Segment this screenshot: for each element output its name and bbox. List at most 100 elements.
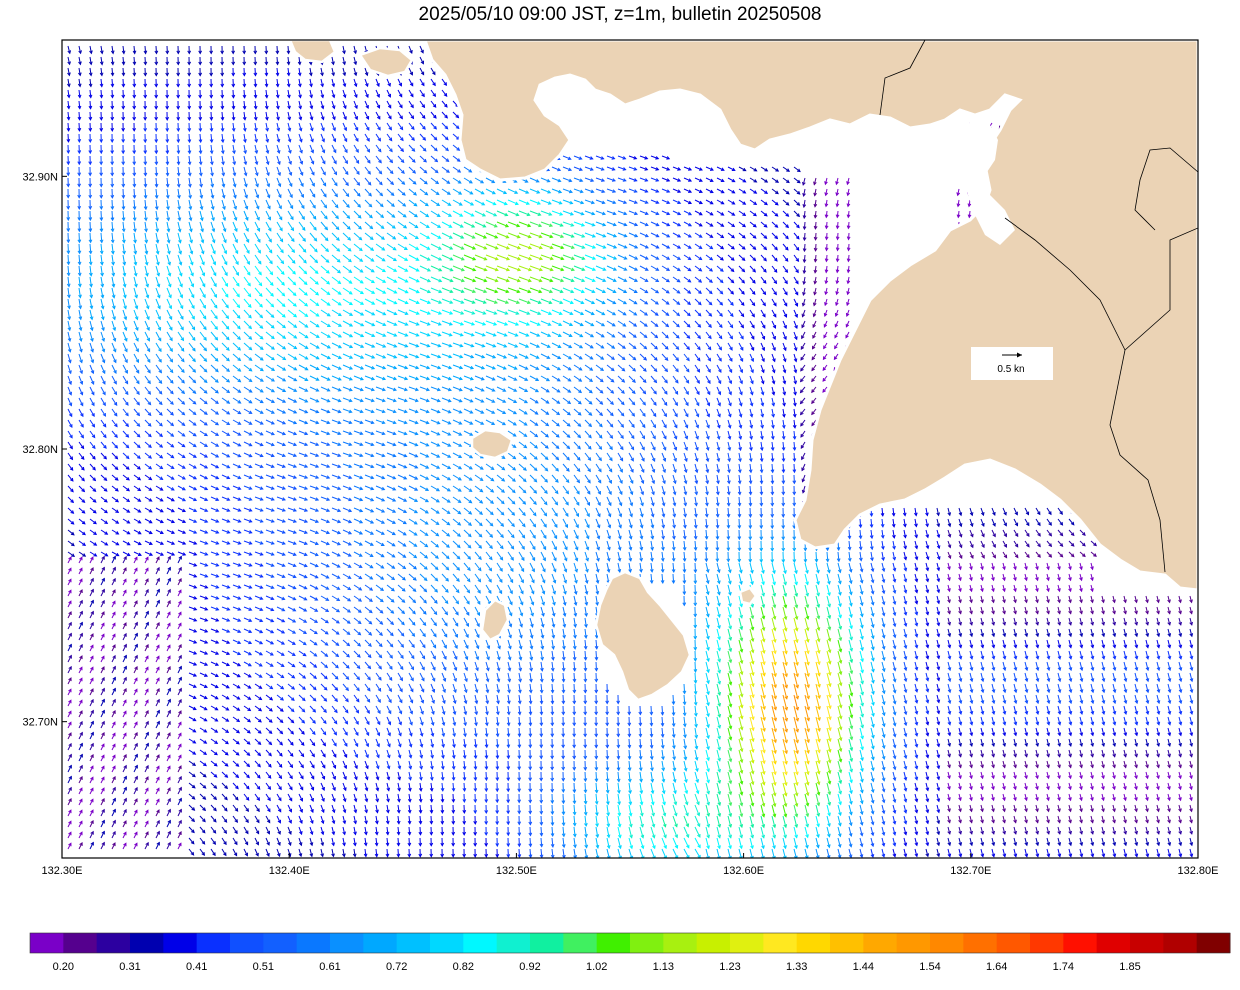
current-arrowhead xyxy=(445,158,450,163)
current-arrowhead xyxy=(297,72,302,77)
current-arrowhead xyxy=(231,105,236,110)
current-arrow xyxy=(375,177,383,185)
current-arrow xyxy=(243,78,245,87)
current-arrowhead xyxy=(231,116,236,121)
current-arrow xyxy=(375,133,381,142)
current-arrowhead xyxy=(655,156,660,160)
current-arrowhead xyxy=(409,82,414,87)
current-arrowhead xyxy=(132,61,137,66)
current-arrowhead xyxy=(77,161,82,166)
current-arrow xyxy=(331,155,337,164)
current-arrowhead xyxy=(331,61,335,66)
current-arrow xyxy=(221,177,225,187)
current-arrowhead xyxy=(143,105,148,110)
current-arrowhead xyxy=(666,167,671,171)
current-arrowhead xyxy=(342,61,346,66)
current-arrowhead xyxy=(67,50,72,55)
current-arrowhead xyxy=(354,116,358,121)
current-arrowhead xyxy=(277,183,282,188)
current-arrowhead xyxy=(535,179,540,183)
current-arrow xyxy=(661,155,670,160)
current-arrowhead xyxy=(365,105,369,110)
current-arrowhead xyxy=(455,125,460,130)
current-arrowhead xyxy=(286,61,291,66)
current-arrow xyxy=(397,100,403,108)
current-arrowhead xyxy=(66,172,71,177)
current-arrow xyxy=(298,155,303,165)
current-arrow xyxy=(672,166,681,171)
current-arrowhead xyxy=(424,180,428,185)
current-arrowhead xyxy=(398,93,403,98)
current-arrowhead xyxy=(264,61,269,66)
current-arrow xyxy=(364,144,370,153)
current-arrowhead xyxy=(345,182,349,187)
current-arrow xyxy=(342,133,348,142)
current-arrow xyxy=(386,111,392,119)
current-arrowhead xyxy=(299,160,304,165)
current-arrow xyxy=(782,166,790,172)
current-arrowhead xyxy=(286,72,291,77)
current-arrow xyxy=(155,45,157,54)
current-arrowhead xyxy=(297,61,302,66)
current-arrow xyxy=(67,67,70,76)
current-arrow xyxy=(353,122,359,131)
current-arrow xyxy=(452,177,462,184)
current-arrow xyxy=(364,78,369,87)
current-arrowhead xyxy=(88,94,93,99)
current-arrow xyxy=(100,67,103,76)
current-arrowhead xyxy=(121,83,126,88)
current-arrow xyxy=(320,89,324,98)
current-arrowhead xyxy=(165,72,170,77)
current-arrowhead xyxy=(445,147,449,152)
current-arrowhead xyxy=(265,138,270,144)
current-arrowhead xyxy=(143,83,148,88)
current-arrowhead xyxy=(220,105,225,110)
current-arrowhead xyxy=(320,83,324,88)
current-arrow xyxy=(111,78,114,87)
current-arrowhead xyxy=(132,94,137,99)
current-arrowhead xyxy=(376,93,380,98)
current-arrow xyxy=(199,144,202,154)
current-arrowhead xyxy=(468,169,473,173)
current-arrow xyxy=(287,155,292,165)
current-arrow xyxy=(133,67,135,76)
current-arrowhead xyxy=(121,72,126,77)
current-arrowhead xyxy=(410,115,415,120)
current-arrowhead xyxy=(209,105,214,110)
current-arrowhead xyxy=(355,149,359,154)
current-arrowhead xyxy=(321,138,325,143)
current-arrow xyxy=(353,144,359,153)
current-arrowhead xyxy=(775,168,780,172)
current-arrowhead xyxy=(88,172,93,177)
current-arrow xyxy=(199,122,201,132)
current-arrow xyxy=(320,100,324,109)
current-arrow xyxy=(331,89,335,98)
current-arrowhead xyxy=(209,139,214,144)
current-arrowhead xyxy=(421,104,426,109)
current-arrow xyxy=(287,89,290,98)
current-arrowhead xyxy=(633,167,638,171)
current-arrow xyxy=(430,89,436,97)
current-arrow xyxy=(276,166,281,176)
current-arrowhead xyxy=(275,94,280,99)
current-arrow xyxy=(628,166,637,171)
current-arrow xyxy=(430,78,436,86)
current-arrow xyxy=(694,166,703,171)
current-arrowhead xyxy=(365,94,369,99)
current-arrow xyxy=(408,155,416,163)
current-arrowhead xyxy=(433,136,438,141)
current-arrowhead xyxy=(353,50,357,55)
current-arrowhead xyxy=(567,156,572,160)
current-arrow xyxy=(419,177,428,185)
current-arrowhead xyxy=(589,156,594,160)
current-arrowhead xyxy=(309,94,313,99)
current-arrow xyxy=(276,100,279,109)
current-arrow xyxy=(144,45,147,54)
current-arrow xyxy=(716,166,725,171)
current-arrowhead xyxy=(77,105,82,110)
current-arrowhead xyxy=(176,183,181,188)
current-arrowhead xyxy=(132,116,137,121)
current-arrow xyxy=(320,166,326,175)
current-arrow xyxy=(133,177,135,187)
current-arrowhead xyxy=(611,156,616,160)
